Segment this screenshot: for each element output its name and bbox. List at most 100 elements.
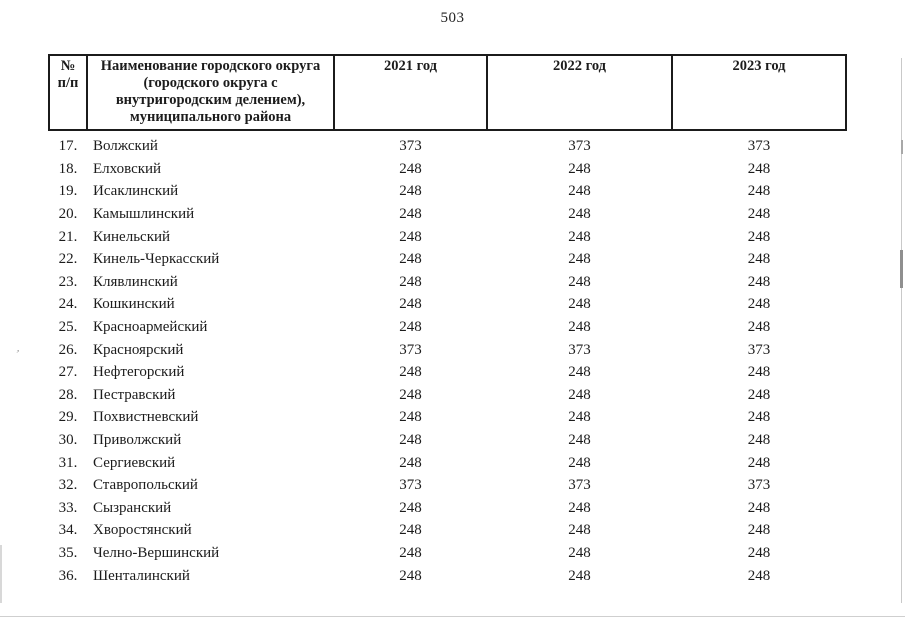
row-name: Пестравский — [93, 386, 176, 403]
header-row: № п/п Наименование городского округа (го… — [48, 53, 847, 132]
row-value-2021: 248 — [399, 386, 422, 403]
row-value-2021: 248 — [399, 409, 422, 426]
row-name: Красноармейский — [93, 318, 208, 335]
row-number: 31. — [58, 454, 78, 471]
table-row: 24. Кошкинский 248 248 248 — [49, 294, 846, 317]
table-row: 17. Волжский 373 373 373 — [49, 130, 846, 158]
row-value-2023: 248 — [747, 183, 771, 200]
header-num: № п/п — [48, 53, 88, 132]
table-row: 26. Красноярский 373 373 373 — [49, 339, 846, 362]
row-value-2023: 373 — [747, 341, 771, 358]
row-value-2021: 248 — [399, 206, 422, 223]
row-number: 30. — [58, 431, 78, 448]
row-number: 22. — [58, 251, 78, 268]
header-year-2021: 2021 год — [333, 53, 488, 132]
row-value-2021: 248 — [399, 544, 422, 561]
row-value-2023: 248 — [747, 364, 771, 381]
row-number: 25. — [58, 318, 78, 335]
row-value-2022: 248 — [568, 273, 591, 290]
row-name: Сызранский — [93, 499, 172, 516]
row-number: 28. — [58, 386, 78, 403]
table-row: 23. Клявлинский 248 248 248 — [49, 271, 846, 294]
row-value-2021: 248 — [399, 454, 422, 471]
row-value-2022: 373 — [568, 477, 591, 494]
row-value-2021: 248 — [399, 567, 422, 584]
table-row: 18. Елховский 248 248 248 — [49, 158, 846, 181]
row-value-2023: 248 — [747, 544, 771, 561]
row-name: Сергиевский — [93, 454, 176, 471]
table-row: 28. Пестравский 248 248 248 — [49, 384, 846, 407]
row-name: Красноярский — [93, 341, 184, 358]
row-value-2023: 248 — [747, 522, 771, 539]
header-name: Наименование городского округа (городско… — [86, 53, 335, 132]
row-value-2022: 248 — [568, 409, 591, 426]
row-name: Приволжский — [93, 431, 182, 448]
scan-edge-right — [901, 58, 902, 603]
row-value-2022: 248 — [568, 431, 591, 448]
row-value-2023: 373 — [747, 138, 771, 155]
row-name: Кошкинский — [93, 296, 175, 313]
row-value-2022: 248 — [568, 228, 591, 245]
row-value-2021: 248 — [399, 364, 422, 381]
table-row: 32. Ставропольский 373 373 373 — [49, 474, 846, 497]
row-value-2023: 248 — [747, 296, 771, 313]
row-name: Челно-Вершинский — [93, 544, 220, 561]
row-value-2022: 248 — [568, 318, 591, 335]
table-row: 25. Красноармейский 248 248 248 — [49, 316, 846, 339]
row-value-2021: 248 — [399, 522, 422, 539]
row-value-2023: 373 — [747, 477, 771, 494]
table-row: 21. Кинельский 248 248 248 — [49, 226, 846, 249]
row-name: Кинельский — [93, 228, 171, 245]
table-row: 19. Исаклинский 248 248 248 — [49, 181, 846, 204]
row-name: Шенталинский — [93, 567, 190, 584]
header-year-2023: 2023 год — [671, 53, 847, 132]
row-value-2023: 248 — [747, 454, 771, 471]
table-row: 27. Нефтегорский 248 248 248 — [49, 361, 846, 384]
row-number: 23. — [58, 273, 78, 290]
row-number: 20. — [58, 206, 78, 223]
row-value-2023: 248 — [747, 409, 771, 426]
row-number: 26. — [58, 341, 78, 358]
row-value-2022: 248 — [568, 544, 591, 561]
row-value-2021: 248 — [399, 499, 422, 516]
scan-edge-mark — [901, 140, 903, 154]
row-number: 17. — [58, 138, 78, 155]
scan-edge-mark — [900, 250, 903, 288]
row-number: 27. — [58, 364, 78, 381]
budget-table: № п/п Наименование городского округа (го… — [48, 53, 847, 588]
row-value-2021: 248 — [399, 183, 422, 200]
row-name: Хворостянский — [93, 522, 192, 539]
table-header: № п/п Наименование городского округа (го… — [48, 53, 847, 132]
table-row: 36. Шенталинский 248 248 248 — [49, 565, 846, 588]
row-value-2022: 248 — [568, 206, 591, 223]
row-value-2021: 248 — [399, 431, 422, 448]
row-value-2023: 248 — [747, 273, 771, 290]
row-value-2021: 373 — [399, 138, 422, 155]
row-name: Похвистневский — [93, 409, 199, 426]
row-name: Клявлинский — [93, 273, 178, 290]
row-value-2022: 373 — [568, 341, 591, 358]
table-row: 35. Челно-Вершинский 248 248 248 — [49, 542, 846, 565]
table-row: 33. Сызранский 248 248 248 — [49, 497, 846, 520]
row-value-2023: 248 — [747, 251, 771, 268]
row-number: 29. — [58, 409, 78, 426]
row-value-2021: 373 — [399, 477, 422, 494]
scan-edge-left — [0, 545, 2, 603]
row-value-2023: 248 — [747, 386, 771, 403]
row-value-2021: 248 — [399, 160, 422, 177]
scan-speck: ʼ — [13, 347, 21, 361]
scan-edge-bottom — [0, 616, 905, 617]
row-value-2023: 248 — [747, 318, 771, 335]
row-number: 32. — [58, 477, 78, 494]
row-value-2023: 248 — [747, 499, 771, 516]
row-value-2022: 248 — [568, 364, 591, 381]
row-name: Камышлинский — [93, 206, 195, 223]
row-number: 35. — [58, 544, 78, 561]
row-value-2022: 248 — [568, 183, 591, 200]
row-value-2022: 248 — [568, 499, 591, 516]
table-row: 20. Камышлинский 248 248 248 — [49, 203, 846, 226]
row-value-2021: 248 — [399, 273, 422, 290]
row-value-2022: 373 — [568, 138, 591, 155]
row-value-2023: 248 — [747, 206, 771, 223]
row-value-2022: 248 — [568, 522, 591, 539]
